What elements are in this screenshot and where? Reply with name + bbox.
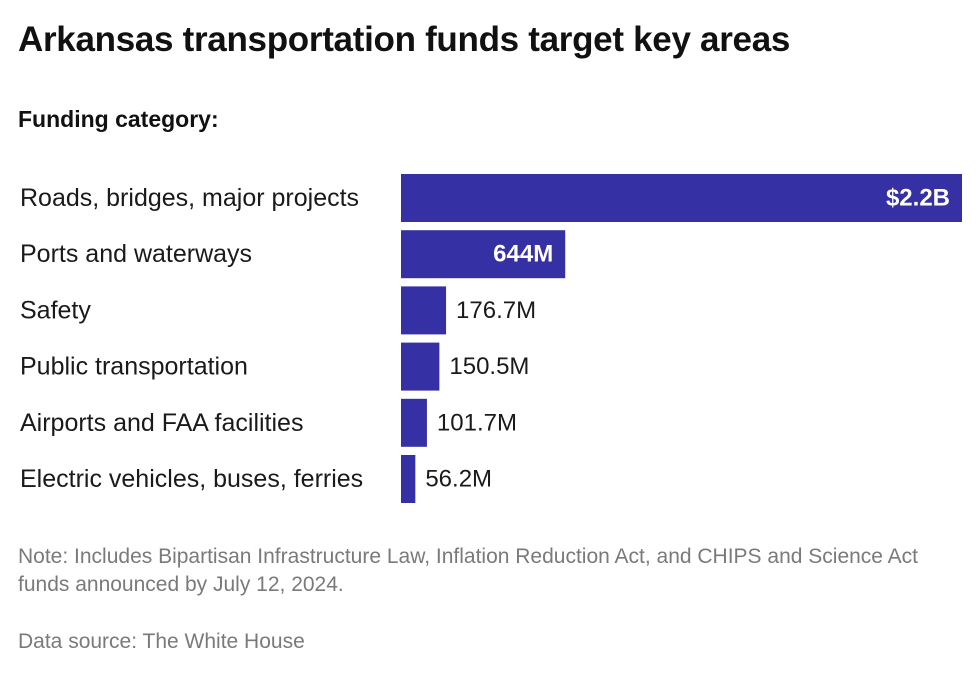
category-label: Safety xyxy=(20,296,91,324)
bar xyxy=(401,286,447,335)
value-label: $2.2B xyxy=(886,185,950,212)
category-label: Electric vehicles, buses, ferries xyxy=(20,465,363,493)
bar xyxy=(401,455,416,503)
category-label: Ports and waterways xyxy=(20,240,252,268)
bar xyxy=(401,342,440,391)
chart-note: Note: Includes Bipartisan Infrastructure… xyxy=(18,545,918,596)
bar xyxy=(401,174,962,222)
category-label: Roads, bridges, major projects xyxy=(20,184,359,212)
value-label: 56.2M xyxy=(425,466,492,493)
chart-subtitle: Funding category: xyxy=(18,106,219,132)
data-source: Data source: The White House xyxy=(18,630,305,653)
bar xyxy=(401,398,427,447)
value-label: 101.7M xyxy=(437,409,517,436)
value-label: 644M xyxy=(493,241,553,268)
category-label: Public transportation xyxy=(20,353,248,381)
bar-chart: Roads, bridges, major projects $2.2B Ports… xyxy=(20,174,962,503)
bar xyxy=(401,230,566,279)
category-label: Airports and FAA facilities xyxy=(20,409,303,437)
value-label: 150.5M xyxy=(449,353,529,380)
chart-title: Arkansas transportation funds target key… xyxy=(18,20,791,59)
value-label: 176.7M xyxy=(456,297,536,324)
